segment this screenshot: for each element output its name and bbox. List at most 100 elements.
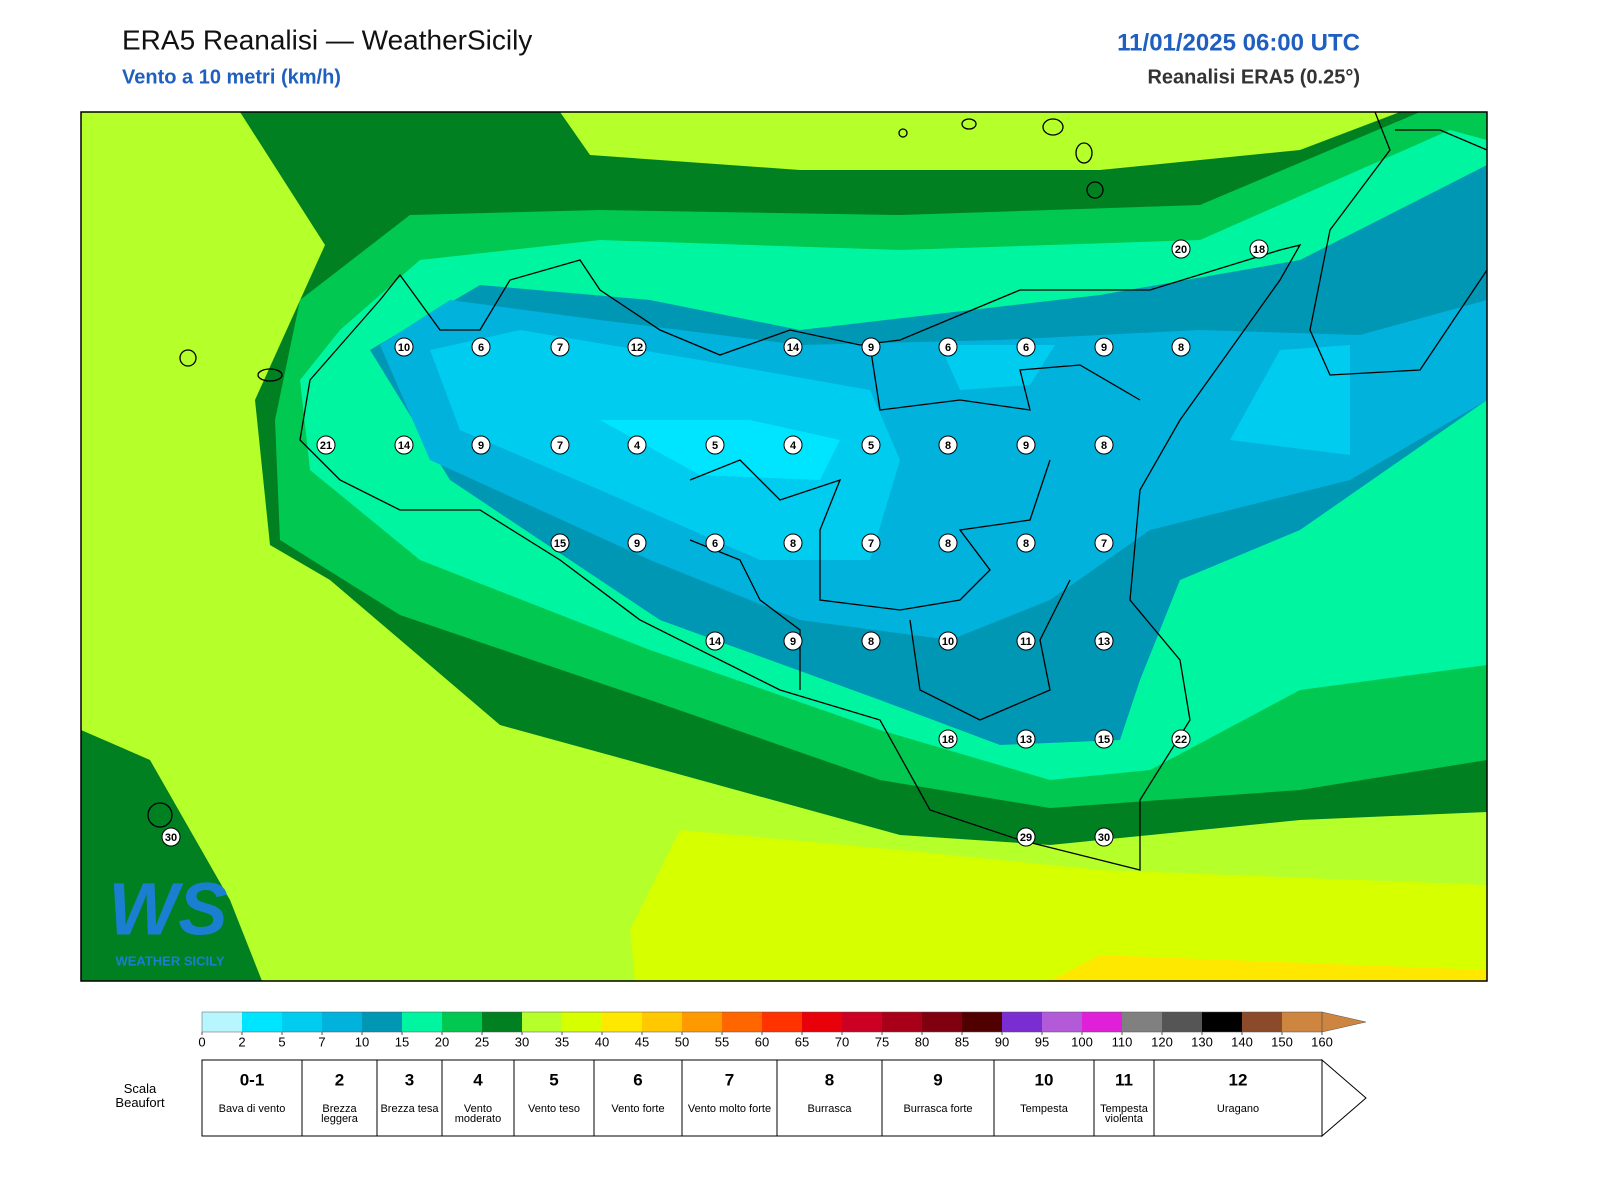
color-swatch <box>442 1012 482 1032</box>
color-swatch <box>1202 1012 1242 1032</box>
colorbar-tick-label: 0 <box>198 1034 205 1049</box>
beaufort-title: Scala Beaufort <box>115 1081 165 1110</box>
beaufort-force: 8 <box>825 1070 834 1089</box>
station-value: 8 <box>868 636 874 648</box>
color-swatch <box>842 1012 882 1032</box>
station-value: 15 <box>1098 734 1110 746</box>
station-value: 9 <box>478 440 484 452</box>
beaufort-label-box: Burrasca forte <box>903 1104 973 1115</box>
beaufort-label: Tempesta <box>1020 1104 1068 1115</box>
station-marker <box>705 435 725 455</box>
color-swatch <box>1242 1012 1282 1032</box>
station-value: 4 <box>790 440 797 452</box>
station-marker <box>1016 827 1036 847</box>
colorbar-tick-label: 100 <box>1071 1034 1093 1049</box>
title: ERA5 Reanalisi — WeatherSicily <box>122 24 532 55</box>
beaufort-label-box: Vento moderato <box>455 1104 501 1125</box>
colorbar-tick-label: 25 <box>475 1034 489 1049</box>
beaufort-force: 3 <box>405 1070 414 1089</box>
color-swatch <box>962 1012 1002 1032</box>
station-value: 9 <box>868 342 874 354</box>
station-marker <box>1094 533 1114 553</box>
station-marker <box>861 435 881 455</box>
beaufort-label: Vento teso <box>528 1104 580 1115</box>
colorbar-tick-label: 90 <box>995 1034 1009 1049</box>
beaufort-label: Tempesta violenta <box>1100 1104 1148 1125</box>
color-swatch <box>1282 1012 1322 1032</box>
color-swatch <box>1162 1012 1202 1032</box>
datetime: 11/01/2025 06:00 UTC <box>1117 29 1360 56</box>
station-marker <box>627 337 647 357</box>
station-marker <box>1171 337 1191 357</box>
beaufort-force: 4 <box>473 1070 483 1089</box>
beaufort-force: 6 <box>633 1070 642 1089</box>
stations: 20 18 10 6 7 12 14 9 6 6 9 8 21 14 9 7 4 5 4 5 8 9 8 15 9 6 8 7 8 8 7 1… <box>161 239 1269 847</box>
color-swatch <box>922 1012 962 1032</box>
beaufort-label: Brezza leggera <box>321 1104 358 1125</box>
colorbar-tick-label: 60 <box>755 1034 769 1049</box>
station-marker <box>1016 435 1036 455</box>
station-value: 8 <box>945 538 951 550</box>
beaufort-label: Uragano <box>1216 1104 1260 1115</box>
station-marker <box>316 435 336 455</box>
station-value: 5 <box>712 440 718 452</box>
station-marker <box>627 435 647 455</box>
beaufort-label: Burrasca forte <box>903 1104 973 1115</box>
beaufort-force: 2 <box>335 1070 344 1089</box>
station-marker <box>861 533 881 553</box>
station-value: 8 <box>790 538 796 550</box>
color-swatch <box>522 1012 562 1032</box>
colorbar-tick-label: 85 <box>955 1034 969 1049</box>
station-value: 6 <box>478 342 484 354</box>
station-marker <box>783 337 803 357</box>
station-marker <box>1094 435 1114 455</box>
station-value: 11 <box>1020 636 1032 648</box>
station-marker <box>1094 337 1114 357</box>
station-value: 20 <box>1175 244 1187 256</box>
colorbar-tick-label: 7 <box>318 1034 325 1049</box>
station-marker <box>1171 729 1191 749</box>
beaufort-scale: 0-1 Bava di vento 2 Brezza leggera 3 Brezza t… <box>201 1058 1367 1138</box>
subtitle: Vento a 10 metri (km/h) <box>122 66 341 88</box>
beaufort-label-box: Uragano <box>1216 1104 1260 1115</box>
beaufort-label: Brezza tesa <box>380 1104 439 1115</box>
colorbar-tick-label: 55 <box>715 1034 729 1049</box>
station-marker <box>1016 337 1036 357</box>
beaufort-box <box>376 1059 443 1137</box>
colorbar-tick-label: 35 <box>555 1034 569 1049</box>
station-marker <box>1171 239 1191 259</box>
station-value: 18 <box>942 734 954 746</box>
beaufort-force: 9 <box>933 1070 942 1089</box>
beaufort-box <box>881 1059 995 1137</box>
beaufort-label-box: Brezza tesa <box>380 1104 439 1115</box>
color-swatch <box>682 1012 722 1032</box>
beaufort-force: 5 <box>549 1070 558 1089</box>
station-value: 10 <box>398 342 410 354</box>
station-value: 5 <box>868 440 874 452</box>
station-marker <box>938 631 958 651</box>
beaufort-box <box>201 1059 303 1137</box>
beaufort-box <box>681 1059 778 1137</box>
station-marker <box>938 337 958 357</box>
station-marker <box>550 533 570 553</box>
beaufort-force: 11 <box>1115 1070 1133 1089</box>
station-value: 8 <box>945 440 951 452</box>
station-value: 6 <box>712 538 718 550</box>
beaufort-label-box: Brezza leggera <box>321 1104 358 1125</box>
color-swatch <box>362 1012 402 1032</box>
station-marker <box>938 533 958 553</box>
color-swatch <box>1042 1012 1082 1032</box>
station-marker <box>394 337 414 357</box>
station-marker <box>783 435 803 455</box>
station-value: 8 <box>1178 342 1184 354</box>
beaufort-box <box>441 1059 515 1137</box>
colorbar-tick-label: 15 <box>395 1034 409 1049</box>
station-value: 14 <box>709 636 722 648</box>
color-swatch <box>482 1012 522 1032</box>
station-value: 7 <box>557 440 563 452</box>
station-marker <box>938 435 958 455</box>
station-value: 9 <box>1023 440 1029 452</box>
station-marker <box>705 533 725 553</box>
colorbar-tick-label: 160 <box>1311 1034 1333 1049</box>
